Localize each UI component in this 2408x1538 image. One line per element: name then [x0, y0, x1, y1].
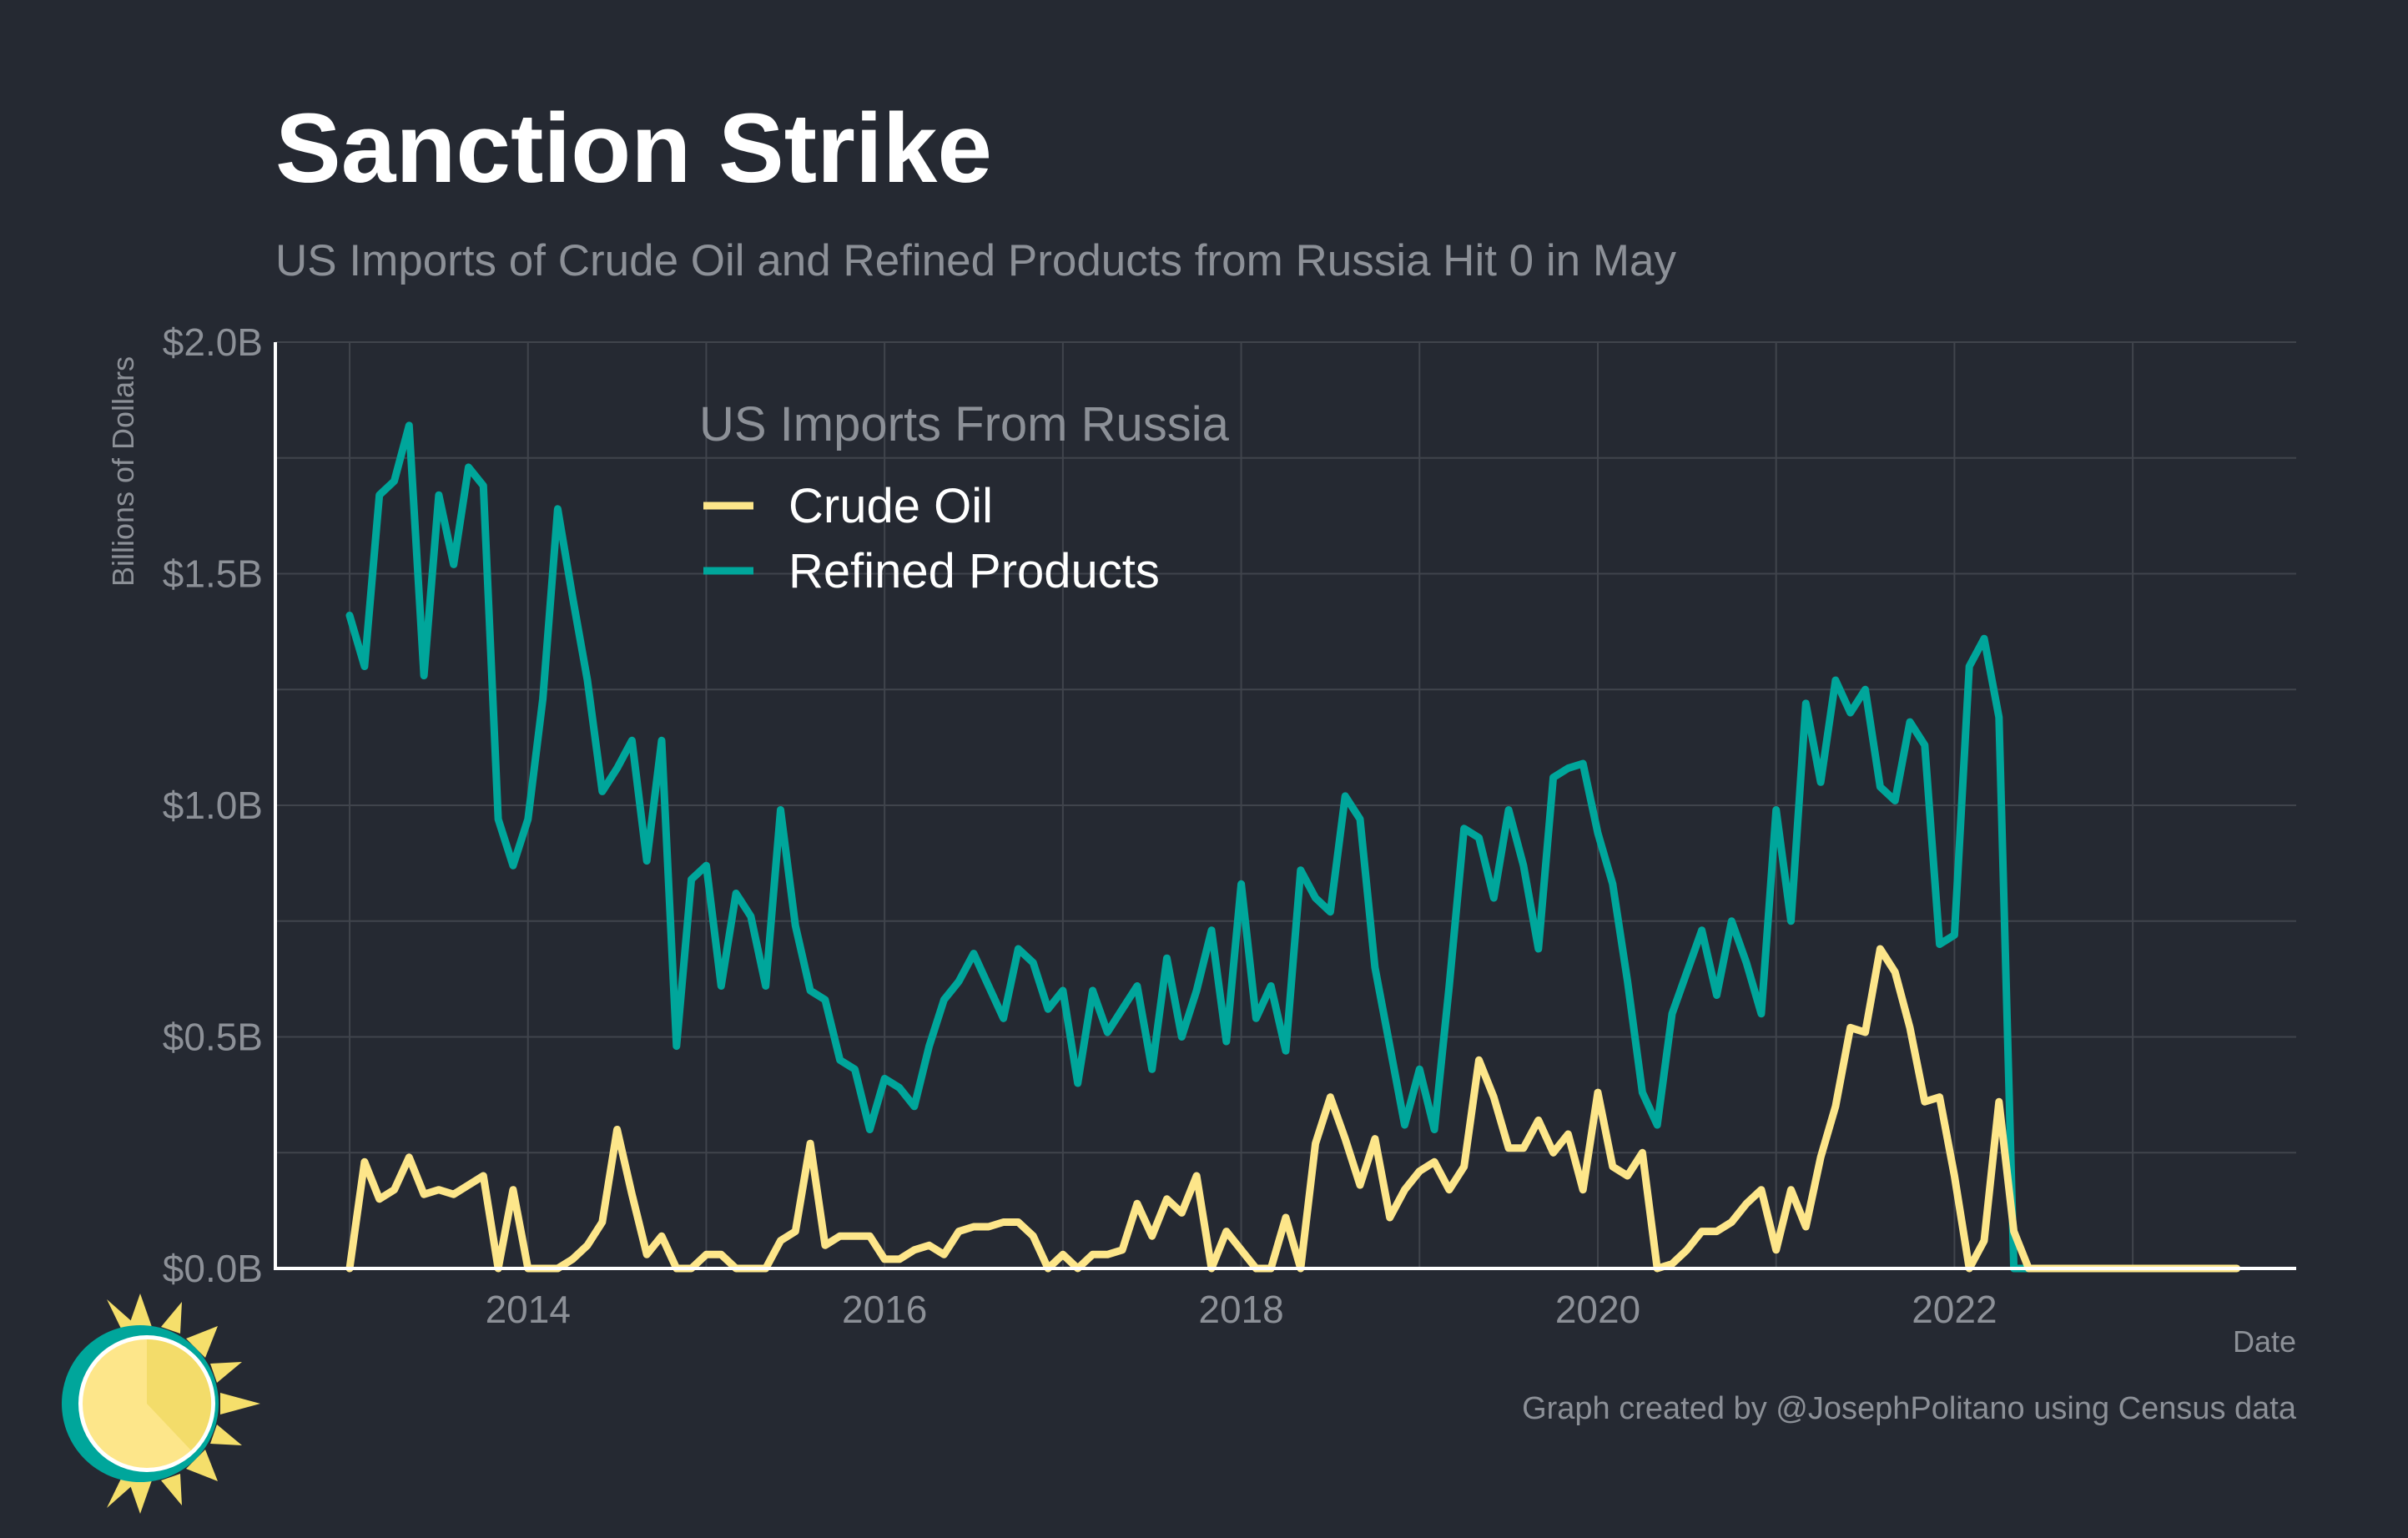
grid: [275, 341, 2296, 1269]
x-tick-label: 2014: [486, 1288, 571, 1331]
series-layer: [345, 421, 2241, 1273]
x-tick-label: 2020: [1555, 1288, 1640, 1331]
y-tick-label: $2.0B: [163, 320, 263, 364]
x-tick-label: 2016: [842, 1288, 927, 1331]
legend-title: US Imports From Russia: [699, 397, 1230, 451]
x-tick-label: 2022: [1912, 1288, 1997, 1331]
chart-title: Sanction Strike: [275, 93, 992, 204]
series-line-crude-oil: [345, 945, 2241, 1273]
x-tick-label: 2018: [1198, 1288, 1283, 1331]
x-tick-labels: 2014 2016 2018 2020 2022: [486, 1288, 1997, 1331]
x-axis-title: Date: [2233, 1324, 2296, 1359]
series-line-refined-products: [345, 421, 2226, 1273]
y-tick-label: $0.0B: [163, 1247, 263, 1290]
axes: [274, 342, 2296, 1270]
y-tick-label: $1.0B: [163, 784, 263, 827]
chart-subtitle: US Imports of Crude Oil and Refined Prod…: [275, 236, 1676, 285]
legend: US Imports From Russia Crude Oil Refined…: [699, 397, 1230, 598]
y-tick-label: $1.5B: [163, 552, 263, 596]
caption: Graph created by @JosephPolitano using C…: [1522, 1391, 2297, 1426]
sun-logo-icon: [62, 1293, 260, 1514]
y-tick-labels: $0.0B $0.5B $1.0B $1.5B $2.0B: [163, 320, 263, 1290]
legend-label-crude-oil: Crude Oil: [788, 479, 993, 533]
legend-label-refined-products: Refined Products: [788, 544, 1160, 598]
y-axis-title: Billions of Dollars: [106, 356, 140, 587]
y-tick-label: $0.5B: [163, 1016, 263, 1059]
